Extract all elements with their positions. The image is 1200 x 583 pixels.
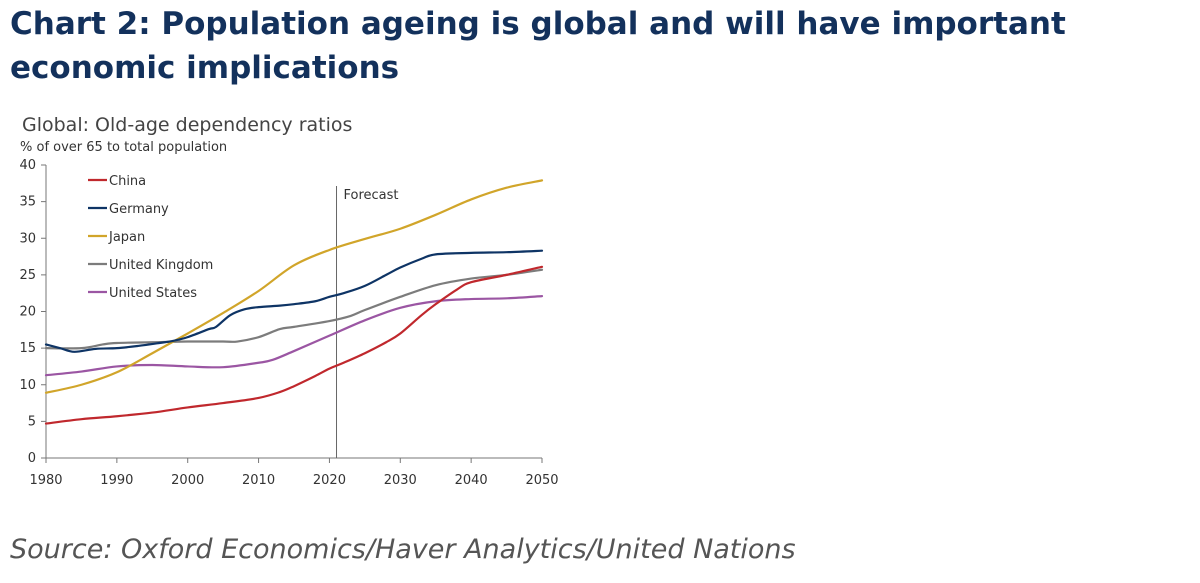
legend-label-japan: Japan: [108, 230, 145, 245]
x-tick-label: 2000: [171, 473, 204, 488]
y-tick-label: 15: [19, 341, 36, 356]
x-tick-label: 2040: [455, 473, 488, 488]
x-tick-label: 2030: [384, 473, 417, 488]
y-tick-label: 5: [28, 414, 36, 429]
legend-label-united-states: United States: [109, 286, 197, 301]
y-tick-label: 25: [19, 268, 36, 283]
legend-label-germany: Germany: [109, 202, 169, 217]
series-lines: [44, 179, 544, 425]
x-tick-label: 2020: [313, 473, 346, 488]
chart-title: Global: Old-age dependency ratios: [22, 114, 353, 136]
series-line-united-states: [44, 295, 544, 377]
series-line-united-kingdom: [44, 268, 544, 350]
x-tick-label: 1980: [29, 473, 62, 488]
source-note: Source: Oxford Economics/Haver Analytics…: [10, 534, 796, 565]
series-line-japan: [44, 179, 544, 394]
y-tick-label: 35: [19, 195, 36, 210]
legend-label-united-kingdom: United Kingdom: [109, 258, 213, 273]
series-line-germany: [44, 249, 544, 353]
y-tick-label: 10: [19, 378, 36, 393]
forecast-label: Forecast: [344, 188, 399, 203]
chart-axes: 0 5 10 15 20 25 30 35 40 1980 1990 2000 2010 2020 2030…: [19, 158, 558, 488]
y-tick-label: 40: [19, 158, 36, 173]
legend-label-china: China: [109, 174, 146, 189]
y-axis-label: % of over 65 to total population: [20, 140, 228, 155]
legend: China Germany Japan United Kingdom United St…: [88, 174, 213, 301]
x-tick-label: 2010: [242, 473, 275, 488]
page-title: Chart 2: Population ageing is global and…: [10, 6, 1066, 86]
x-tick-label: 2050: [525, 473, 558, 488]
series-line-china: [44, 265, 544, 425]
y-tick-label: 30: [19, 231, 36, 246]
x-tick-label: 1990: [100, 473, 133, 488]
y-tick-label: 20: [19, 305, 36, 320]
y-tick-label: 0: [28, 451, 36, 466]
